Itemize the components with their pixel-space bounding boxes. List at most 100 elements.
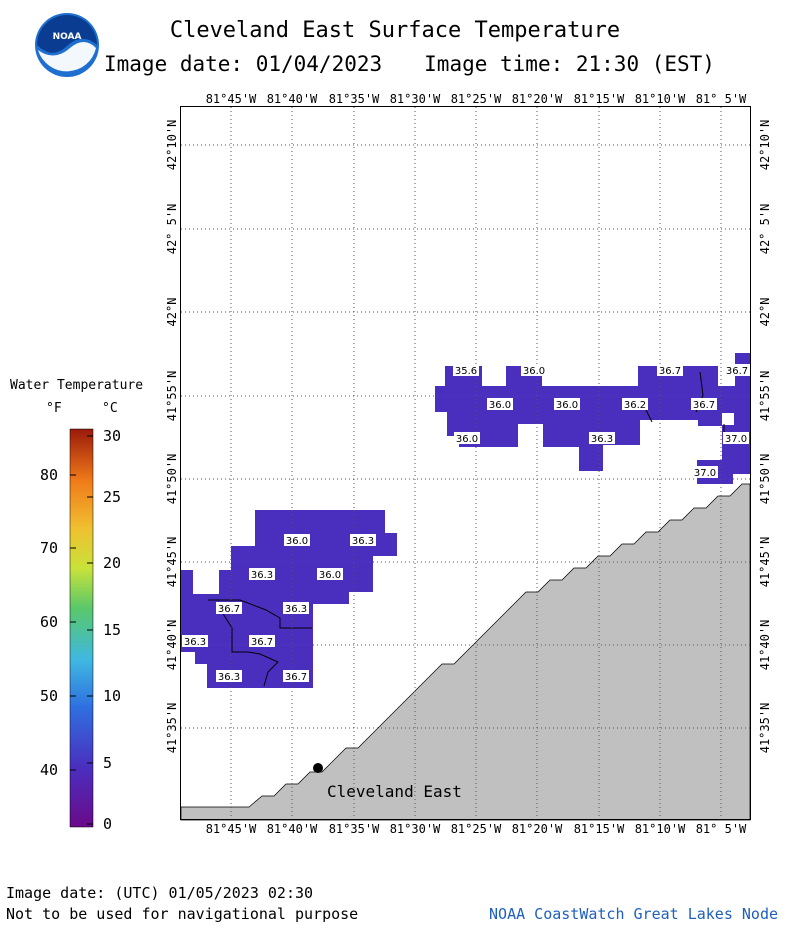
latitude-label-right: 42°10'N <box>758 120 772 171</box>
temperature-value-labels: 35.6 36.0 36.7 36.7 36.0 36.0 36.2 36.7 36.0 36.3… <box>182 364 750 683</box>
temperature-label-box <box>283 670 309 682</box>
legend-title: Water Temperature <box>10 378 144 393</box>
longitude-label-top: 81°15'W <box>574 92 625 106</box>
land-area <box>180 483 751 821</box>
temperature-label-box <box>724 364 750 376</box>
legend-ticks <box>70 435 93 825</box>
temperature-label: 36.3 <box>216 670 242 683</box>
legend-fahrenheit-label: 50 <box>39 687 58 705</box>
image-time: Image time: 21:30 (EST) <box>424 52 715 76</box>
temperature-label-box <box>317 568 343 580</box>
legend-celsius-label: 10 <box>103 687 122 705</box>
temperature-label-text: 36.2 <box>624 400 646 411</box>
temperature-label: 36.3 <box>350 534 376 547</box>
longitude-label-top: 81°40'W <box>267 92 318 106</box>
temperature-label-text: 36.7 <box>659 366 681 377</box>
latitude-label-left: 42° 5'N <box>165 204 179 255</box>
temperature-label-text: 36.3 <box>218 672 240 683</box>
longitude-label-bottom: 81°35'W <box>329 822 380 836</box>
logo-text: NOAA <box>53 32 82 42</box>
temperature-label: 35.6 <box>453 364 479 377</box>
temperature-label-text: 36.0 <box>489 400 511 411</box>
temperature-label-text: 36.0 <box>319 570 341 581</box>
temperature-label-box <box>350 534 376 546</box>
temperature-label-box <box>216 602 242 614</box>
temperature-label: 36.0 <box>284 534 310 547</box>
temperature-label: 36.3 <box>589 432 615 445</box>
legend-colorbar <box>69 428 94 828</box>
longitude-label-bottom: 81°15'W <box>574 822 625 836</box>
station-name: Cleveland East <box>327 782 462 801</box>
temperature-label: 36.0 <box>317 568 343 581</box>
latitude-label-right: 41°45'N <box>758 537 772 588</box>
longitude-label-top: 81° 5'W <box>696 92 747 106</box>
temperature-label-text: 36.0 <box>523 366 545 377</box>
temperature-label-box <box>454 432 480 444</box>
temperature-label: 36.3 <box>249 568 275 581</box>
legend-fahrenheit-label: 40 <box>39 761 58 779</box>
latitude-label-left: 41°50'N <box>165 454 179 505</box>
temperature-label-box <box>249 635 275 647</box>
latitude-label-right: 41°40'N <box>758 620 772 671</box>
latitude-label-left: 42°10'N <box>165 120 179 171</box>
temperature-label-box <box>554 398 580 410</box>
temperature-label-box <box>691 398 717 410</box>
latitude-label-left: 41°55'N <box>165 371 179 422</box>
legend-celsius-label: 0 <box>103 815 113 833</box>
temperature-label: 36.2 <box>622 398 648 411</box>
temperature-label-text: 36.0 <box>556 400 578 411</box>
map-frame <box>180 106 751 820</box>
legend-celsius-label: 20 <box>103 554 122 572</box>
temperature-label: 36.7 <box>283 670 309 683</box>
temperature-label-box <box>249 568 275 580</box>
longitude-label-bottom: 81°40'W <box>267 822 318 836</box>
temperature-label-text: 36.3 <box>251 570 273 581</box>
temperature-label: 36.0 <box>487 398 513 411</box>
longitude-label-bottom: 81° 5'W <box>696 822 747 836</box>
temperature-label-box <box>723 432 749 444</box>
longitude-label-top: 81°35'W <box>329 92 380 106</box>
temperature-label-box <box>216 670 242 682</box>
temperature-label-box <box>692 466 718 478</box>
temperature-label: 36.3 <box>182 635 208 648</box>
temperature-label-box <box>284 534 310 546</box>
footer-disclaimer: Not to be used for navigational purpose <box>6 905 359 923</box>
temperature-label: 36.7 <box>724 364 750 377</box>
temperature-label-box <box>622 398 648 410</box>
legend-unit-fahrenheit: °F <box>46 401 62 416</box>
temperature-label-text: 35.6 <box>455 366 477 377</box>
footer-utc-date: Image date: (UTC) 01/05/2023 02:30 <box>6 884 314 902</box>
latitude-labels-left: 42°10'N 42° 5'N 42°N 41°55'N 41°50'N 41°45'N 4… <box>165 120 179 754</box>
legend-celsius-label: 15 <box>103 621 122 639</box>
temperature-label-text: 36.0 <box>456 434 478 445</box>
noaa-logo: NOAA <box>35 13 99 77</box>
longitude-label-top: 81°45'W <box>206 92 257 106</box>
temperature-label-text: 36.7 <box>251 637 273 648</box>
latitude-label-right: 42°N <box>758 298 772 327</box>
footer-credit: NOAA CoastWatch Great Lakes Node <box>489 905 778 923</box>
temperature-label-text: 36.7 <box>285 672 307 683</box>
temperature-label: 36.0 <box>554 398 580 411</box>
latitude-label-left: 41°35'N <box>165 703 179 754</box>
legend-unit-celsius: °C <box>102 401 118 416</box>
latitude-label-right: 41°35'N <box>758 703 772 754</box>
image-datetime: Image date: 01/04/2023 Image time: 21:30 … <box>104 52 715 76</box>
longitude-label-bottom: 81°25'W <box>451 822 502 836</box>
latitude-label-right: 41°55'N <box>758 371 772 422</box>
temperature-label-text: 36.0 <box>286 536 308 547</box>
latitude-label-right: 42° 5'N <box>758 204 772 255</box>
legend-celsius-label: 25 <box>103 488 122 506</box>
image-date: Image date: 01/04/2023 <box>104 52 383 76</box>
temperature-label-text: 36.3 <box>285 604 307 615</box>
longitude-label-top: 81°25'W <box>451 92 502 106</box>
water-area-west <box>181 510 397 688</box>
temperature-label-text: 36.7 <box>218 604 240 615</box>
longitude-label-bottom: 81°10'W <box>635 822 686 836</box>
temperature-label-box <box>182 635 208 647</box>
temperature-label-text: 36.3 <box>184 637 206 648</box>
temperature-label: 36.0 <box>521 364 547 377</box>
temperature-label-box <box>283 602 309 614</box>
latitude-label-left: 41°40'N <box>165 620 179 671</box>
longitude-label-bottom: 81°20'W <box>512 822 563 836</box>
